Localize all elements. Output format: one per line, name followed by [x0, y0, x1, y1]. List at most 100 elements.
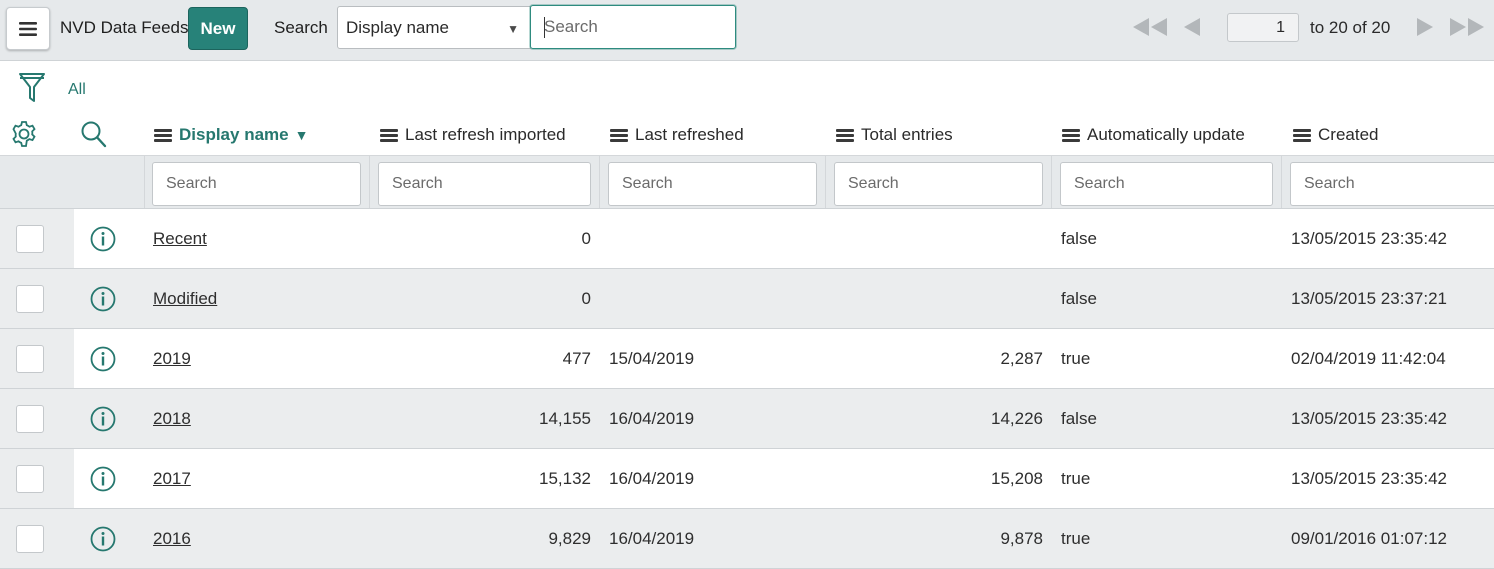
column-header-created[interactable]: Created — [1293, 125, 1378, 145]
next-page-icon[interactable] — [1417, 18, 1433, 36]
last-refresh-imported-cell: 0 — [581, 289, 591, 308]
search-field-select[interactable]: Display name ▼ — [337, 6, 531, 49]
search-input-created[interactable]: Search — [1290, 162, 1494, 206]
magnifier-icon[interactable] — [80, 120, 108, 150]
list-search-placeholder: Search — [544, 17, 598, 36]
column-search-row: Search Search Search Search Search Searc… — [0, 155, 1494, 209]
display-name-link[interactable]: Modified — [153, 289, 218, 308]
search-placeholder: Search — [166, 175, 217, 192]
total-entries-cell: 15,208 — [991, 469, 1043, 488]
search-field-value: Display name — [346, 17, 449, 37]
table-row: 2016 9,829 16/04/2019 9,878 true 09/01/2… — [0, 509, 1494, 569]
gear-icon[interactable] — [10, 120, 38, 148]
last-refreshed-cell: 16/04/2019 — [609, 469, 695, 488]
info-icon[interactable] — [90, 406, 116, 432]
search-placeholder: Search — [848, 175, 899, 192]
first-page-icon[interactable] — [1133, 18, 1167, 36]
last-page-icon[interactable] — [1450, 18, 1484, 36]
column-header-total-entries[interactable]: Total entries — [836, 125, 953, 145]
last-refresh-imported-cell: 15,132 — [539, 469, 591, 488]
dropdown-arrow-icon: ▼ — [507, 22, 519, 36]
column-menu-icon[interactable] — [154, 128, 172, 142]
table-row: 2018 14,155 16/04/2019 14,226 false 13/0… — [0, 389, 1494, 449]
info-icon[interactable] — [90, 286, 116, 312]
search-input-display-name[interactable]: Search — [152, 162, 361, 206]
total-entries-cell: 2,287 — [1000, 349, 1043, 368]
search-input-automatically-update[interactable]: Search — [1060, 162, 1273, 206]
funnel-icon[interactable] — [18, 72, 46, 104]
created-cell: 09/01/2016 01:07:12 — [1291, 529, 1447, 548]
table-row: Recent 0 false 13/05/2015 23:35:42 — [0, 209, 1494, 269]
row-checkbox[interactable] — [16, 225, 44, 253]
created-cell: 13/05/2015 23:35:42 — [1291, 229, 1447, 248]
display-name-link[interactable]: 2019 — [153, 349, 191, 368]
display-name-link[interactable]: 2016 — [153, 529, 191, 548]
total-entries-cell: 14,226 — [991, 409, 1043, 428]
column-divider — [1281, 156, 1282, 208]
sort-descending-icon: ▼ — [294, 127, 309, 143]
info-icon[interactable] — [90, 466, 116, 492]
text-caret — [544, 17, 545, 38]
column-label: Last refresh imported — [405, 125, 566, 144]
new-button[interactable]: New — [188, 7, 248, 50]
page-number-input[interactable]: 1 — [1227, 13, 1299, 42]
previous-page-icon[interactable] — [1184, 18, 1200, 36]
search-input-last-refreshed[interactable]: Search — [608, 162, 817, 206]
auto-update-cell: false — [1061, 289, 1097, 308]
display-name-link[interactable]: 2017 — [153, 469, 191, 488]
display-name-link[interactable]: 2018 — [153, 409, 191, 428]
column-divider — [825, 156, 826, 208]
column-header-last-refreshed[interactable]: Last refreshed — [610, 125, 744, 145]
last-refresh-imported-cell: 14,155 — [539, 409, 591, 428]
list-title: NVD Data Feeds — [60, 18, 189, 37]
column-menu-icon[interactable] — [610, 128, 628, 142]
total-entries-cell: 9,878 — [1000, 529, 1043, 548]
column-menu-icon[interactable] — [1293, 128, 1311, 142]
list-header: NVD Data Feeds New Search Display name ▼… — [0, 0, 1494, 61]
column-label: Last refreshed — [635, 125, 744, 144]
row-checkbox[interactable] — [16, 465, 44, 493]
column-divider — [144, 156, 145, 208]
display-name-link[interactable]: Recent — [153, 229, 207, 248]
auto-update-cell: true — [1061, 469, 1091, 488]
search-placeholder: Search — [1074, 175, 1125, 192]
table-row: 2019 477 15/04/2019 2,287 true 02/04/201… — [0, 329, 1494, 389]
column-header-display-name[interactable]: Display name ▼ — [154, 125, 308, 145]
search-input-total-entries[interactable]: Search — [834, 162, 1043, 206]
search-label: Search — [274, 18, 328, 37]
created-cell: 02/04/2019 11:42:04 — [1291, 349, 1446, 368]
list-search-input[interactable]: Search — [530, 5, 736, 49]
column-header-automatically-update[interactable]: Automatically update — [1062, 125, 1245, 145]
list-menu-button[interactable] — [6, 7, 50, 50]
column-menu-icon[interactable] — [836, 128, 854, 142]
column-label: Total entries — [861, 125, 953, 144]
row-checkbox[interactable] — [16, 285, 44, 313]
auto-update-cell: true — [1061, 349, 1091, 368]
search-placeholder: Search — [622, 175, 673, 192]
row-checkbox[interactable] — [16, 345, 44, 373]
search-placeholder: Search — [392, 175, 443, 192]
created-cell: 13/05/2015 23:35:42 — [1291, 469, 1447, 488]
info-icon[interactable] — [90, 226, 116, 252]
row-checkbox[interactable] — [16, 405, 44, 433]
auto-update-cell: false — [1061, 229, 1097, 248]
column-label: Automatically update — [1087, 125, 1245, 144]
table-row: Modified 0 false 13/05/2015 23:37:21 — [0, 269, 1494, 329]
created-cell: 13/05/2015 23:37:21 — [1291, 289, 1447, 308]
column-menu-icon[interactable] — [1062, 128, 1080, 142]
last-refresh-imported-cell: 9,829 — [548, 529, 591, 548]
info-icon[interactable] — [90, 526, 116, 552]
column-divider — [369, 156, 370, 208]
search-input-last-refresh-imported[interactable]: Search — [378, 162, 591, 206]
column-header-last-refresh-imported[interactable]: Last refresh imported — [380, 125, 566, 145]
column-menu-icon[interactable] — [380, 128, 398, 142]
row-checkbox[interactable] — [16, 525, 44, 553]
table-row: 2017 15,132 16/04/2019 15,208 true 13/05… — [0, 449, 1494, 509]
last-refreshed-cell: 15/04/2019 — [609, 349, 695, 368]
search-placeholder: Search — [1304, 175, 1355, 192]
column-divider — [1051, 156, 1052, 208]
column-label: Created — [1318, 125, 1379, 144]
last-refresh-imported-cell: 477 — [562, 349, 591, 368]
filter-breadcrumb-all[interactable]: All — [68, 81, 86, 98]
info-icon[interactable] — [90, 346, 116, 372]
